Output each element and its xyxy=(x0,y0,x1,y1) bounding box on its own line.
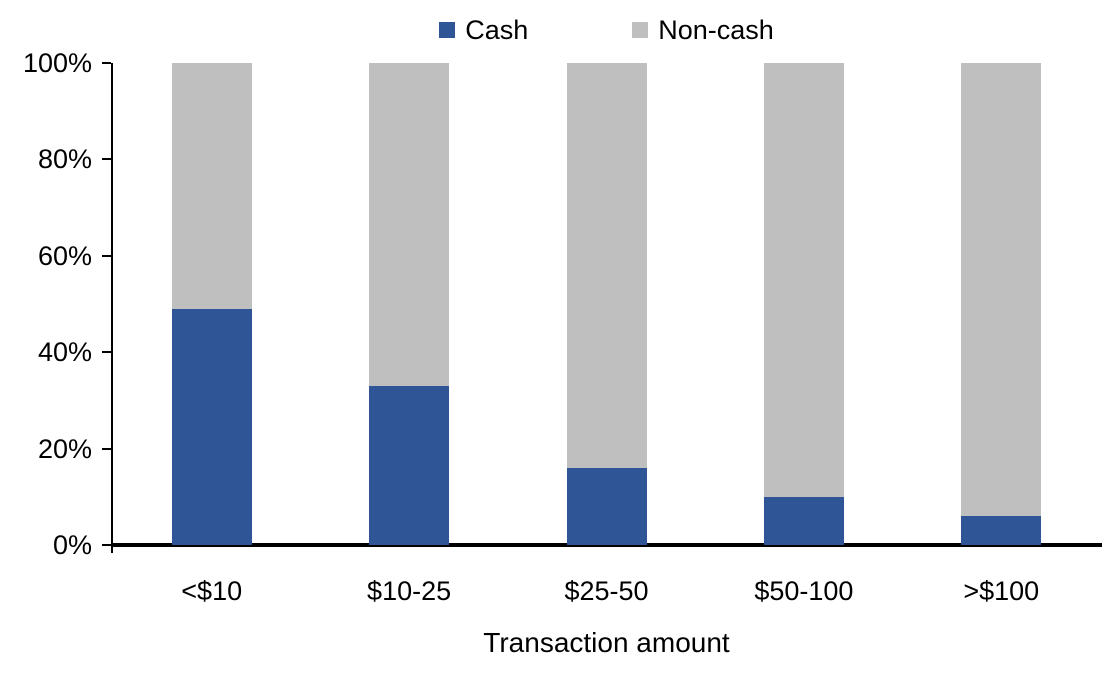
y-axis-tick-label: 40% xyxy=(37,337,92,368)
bar-segment-cash xyxy=(566,467,647,545)
legend: Cash Non-cash xyxy=(113,10,1100,50)
bar-segment-cash xyxy=(763,496,844,545)
bar-segment-non-cash xyxy=(171,63,252,309)
legend-label: Non-cash xyxy=(658,15,774,45)
x-axis-title: Transaction amount xyxy=(483,627,730,658)
x-axis-category-label: >$100 xyxy=(963,576,1040,606)
x-axis-line xyxy=(111,543,1102,547)
y-axis-tick xyxy=(102,351,111,354)
legend-label: Cash xyxy=(465,15,529,45)
legend-swatch-cash xyxy=(439,22,456,38)
bar-segment-non-cash xyxy=(961,63,1042,517)
x-axis-category-label: $10-25 xyxy=(367,576,452,606)
bar-segment-cash xyxy=(369,385,450,545)
y-axis-line xyxy=(111,63,113,553)
bar-segment-cash xyxy=(961,516,1042,545)
y-axis-tick xyxy=(102,544,111,546)
y-axis-tick xyxy=(102,62,111,64)
x-axis-category-label: $25-50 xyxy=(564,576,649,606)
y-axis-tick xyxy=(102,254,111,257)
y-axis-tick xyxy=(102,158,111,161)
bar-segment-non-cash xyxy=(566,63,647,468)
y-axis-tick-label: 20% xyxy=(37,433,92,464)
x-axis-category-label: $50-100 xyxy=(754,576,854,606)
bar-segment-non-cash xyxy=(369,63,450,386)
y-axis-tick-label: 100% xyxy=(22,48,92,78)
x-axis-category-label: <$10 xyxy=(181,576,243,606)
bar-segment-non-cash xyxy=(763,63,844,497)
legend-swatch-non-cash xyxy=(632,22,649,38)
y-axis-tick xyxy=(102,447,111,450)
y-axis-tick-label: 60% xyxy=(37,240,92,271)
legend-item: Non-cash xyxy=(632,14,774,46)
bar-segment-cash xyxy=(171,308,252,545)
y-axis-tick-label: 80% xyxy=(37,144,92,175)
y-axis-tick-label: 0% xyxy=(52,530,92,560)
legend-item: Cash xyxy=(439,14,528,46)
